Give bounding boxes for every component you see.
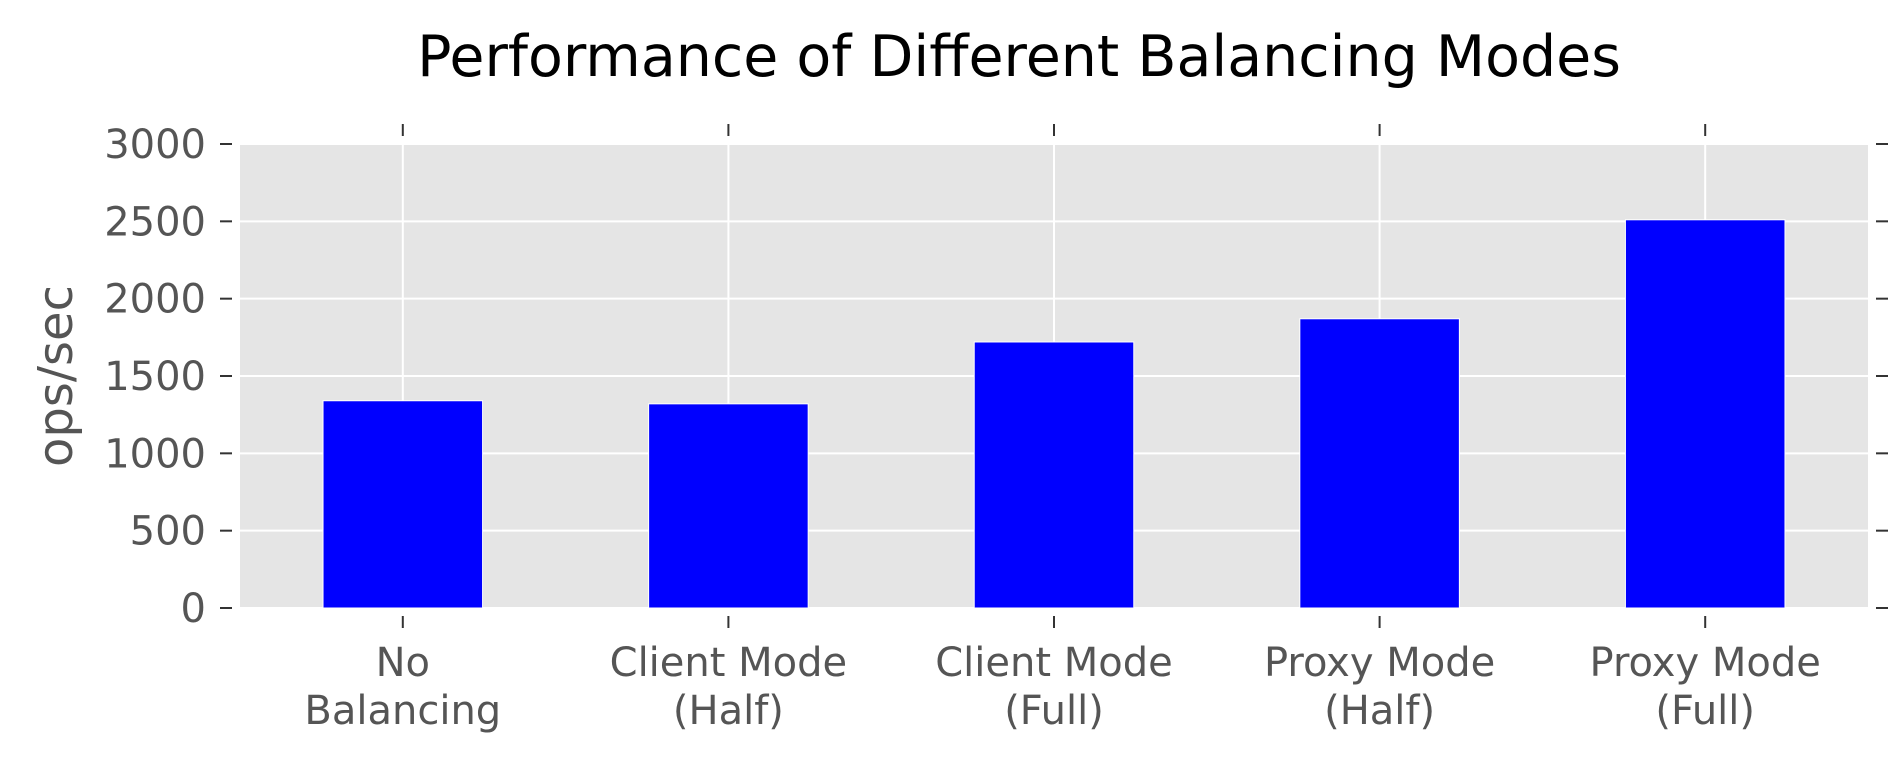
x-tick-label-line: Client Mode [935, 640, 1173, 686]
bar [1624, 219, 1786, 609]
x-tick-label: Client Mode (Full) [935, 640, 1173, 734]
bar [973, 341, 1135, 609]
y-tick-label: 500 [130, 509, 206, 555]
x-tick-label: Proxy Mode (Full) [1590, 640, 1821, 734]
tick-labels: 0 500 1000 1500 2000 2500 3000 No Balancing Clien… [104, 122, 1821, 734]
x-tick-label-line: Proxy Mode [1264, 640, 1495, 686]
x-tick-label-line: (Half) [673, 688, 784, 734]
x-tick-label-line: Balancing [304, 688, 501, 734]
bar [322, 400, 484, 609]
x-tick-label-line: Proxy Mode [1590, 640, 1821, 686]
x-tick-label-line: (Half) [1324, 688, 1435, 734]
axis-ticks [220, 124, 1888, 628]
y-tick-label: 1500 [104, 354, 206, 400]
x-tick-label-line: Client Mode [610, 640, 848, 686]
bars [322, 219, 1786, 609]
y-tick-label: 3000 [104, 122, 206, 168]
y-tick-label: 0 [181, 586, 206, 632]
x-tick-label-line: (Full) [1004, 688, 1104, 734]
y-tick-label: 1000 [104, 431, 206, 477]
y-tick-label: 2500 [104, 199, 206, 245]
chart-title: Performance of Different Balancing Modes [417, 24, 1621, 90]
x-tick-label: Proxy Mode (Half) [1264, 640, 1495, 734]
x-tick-label-line: (Full) [1655, 688, 1755, 734]
y-tick-label: 2000 [104, 277, 206, 323]
x-tick-label-line: No [376, 640, 430, 686]
bar [648, 403, 809, 609]
x-tick-label: No Balancing [304, 640, 501, 734]
x-tick-label: Client Mode (Half) [610, 640, 848, 734]
bar [1299, 318, 1460, 609]
y-axis-label: ops/sec [28, 285, 84, 467]
